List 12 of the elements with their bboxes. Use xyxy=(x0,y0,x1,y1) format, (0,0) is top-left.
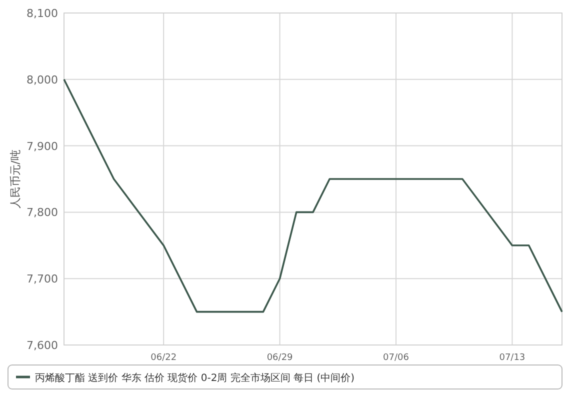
x-tick-label: 07/13 xyxy=(499,353,526,363)
y-tick-label: 7,600 xyxy=(26,339,58,352)
y-tick-label: 8,100 xyxy=(26,7,58,20)
y-axis-title: 人民币元/吨 xyxy=(9,150,22,208)
x-tick-label: 06/22 xyxy=(150,353,177,363)
y-tick-label: 7,800 xyxy=(26,206,58,220)
y-tick-label: 7,700 xyxy=(26,272,58,286)
y-tick-label: 8,000 xyxy=(26,73,58,86)
y-tick-label: 7,900 xyxy=(26,140,58,153)
x-tick-label: 06/29 xyxy=(266,353,294,363)
legend-label: 丙烯酸丁酯 送到价 华东 估价 现货价 0-2周 完全市场区间 每日 (中间价) xyxy=(35,372,355,384)
x-tick-label: 07/06 xyxy=(383,353,410,363)
